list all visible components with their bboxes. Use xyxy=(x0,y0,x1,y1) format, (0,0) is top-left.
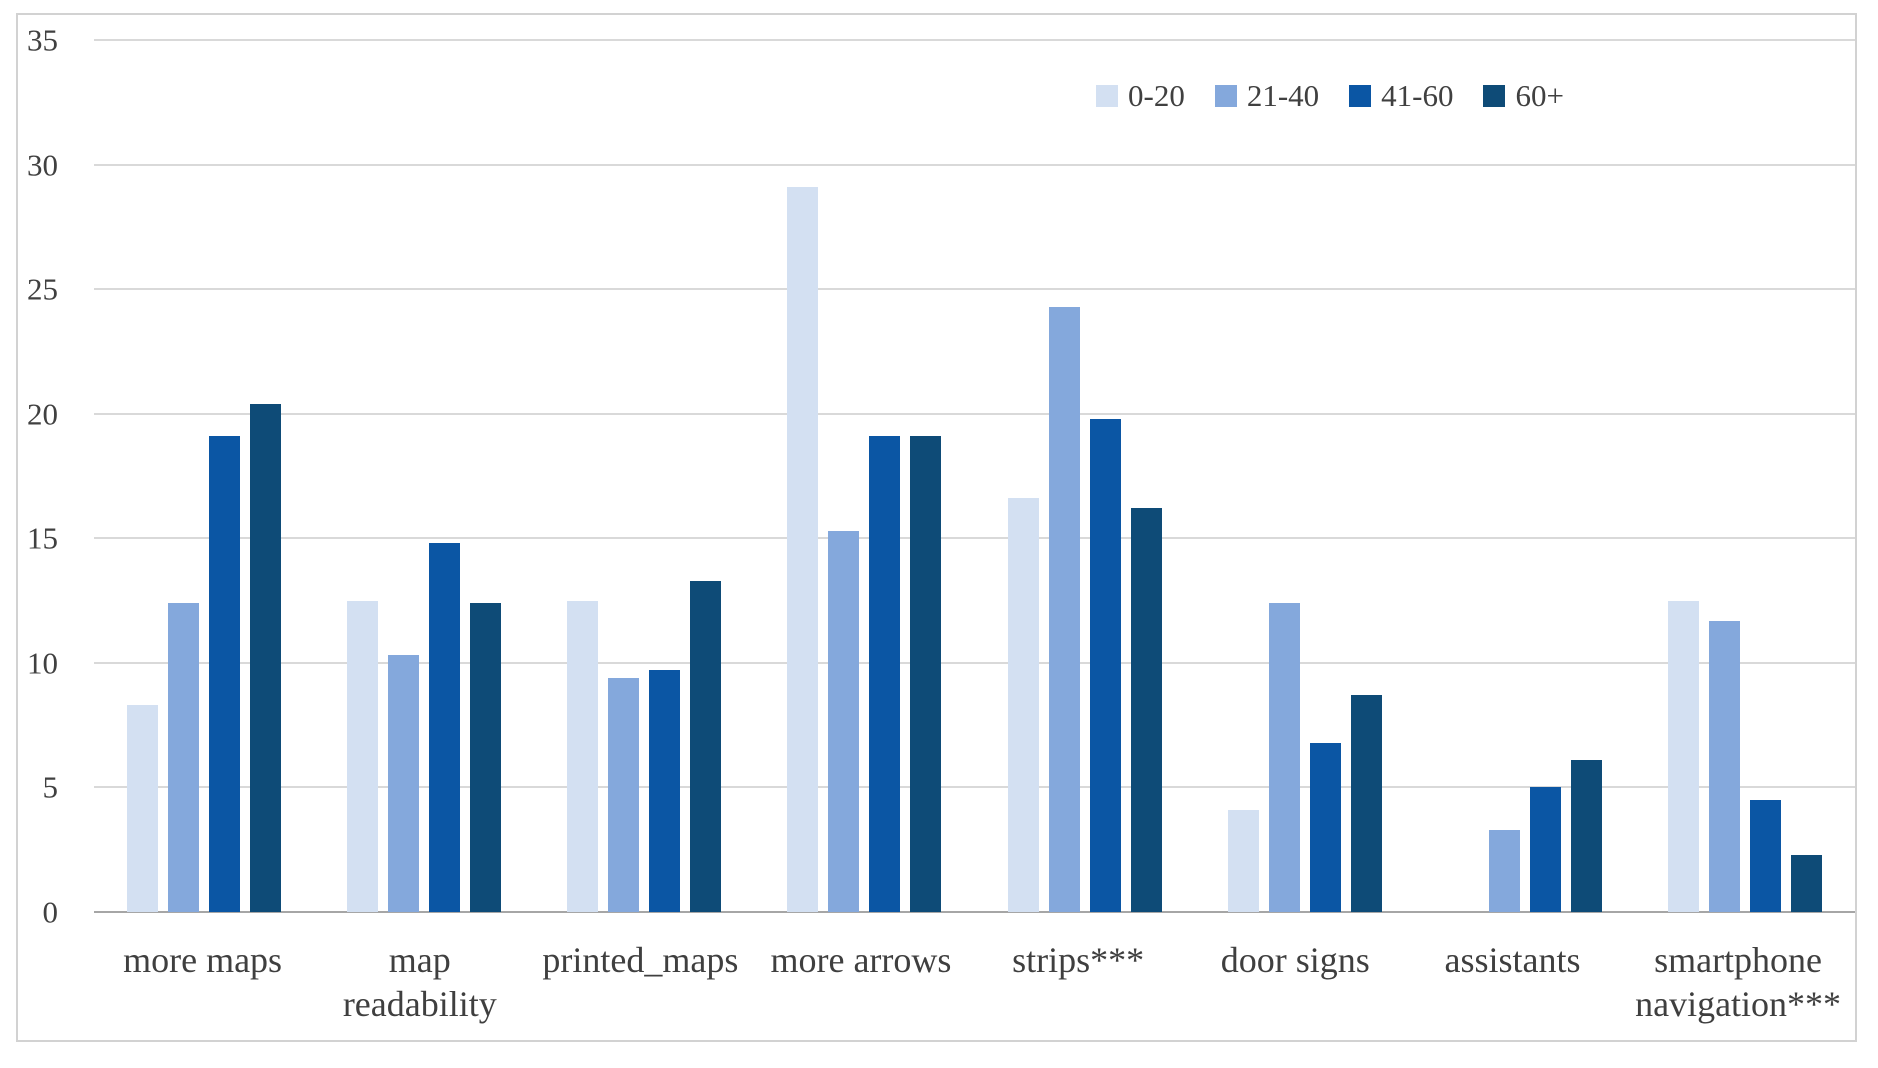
bar-41-60 xyxy=(429,543,461,912)
bar-60+ xyxy=(690,580,722,912)
x-axis-labels: more maps map readability printed_maps more… xyxy=(94,938,1855,1026)
legend-item: 21-40 xyxy=(1214,78,1320,113)
x-axis-category-label: map readability xyxy=(342,940,497,1024)
bar-group xyxy=(1415,40,1635,912)
bar-0-20 xyxy=(127,705,159,912)
plot-area xyxy=(94,39,1855,913)
bar-0-20 xyxy=(1007,498,1039,912)
legend-swatch-icon xyxy=(1096,84,1118,107)
bar-41-60 xyxy=(1089,418,1121,912)
bar-0-20 xyxy=(787,187,819,912)
x-axis-category-label: strips*** xyxy=(1012,940,1145,980)
legend-swatch-icon xyxy=(1214,84,1237,107)
gridline xyxy=(94,39,1855,41)
legend-item: 41-60 xyxy=(1349,80,1453,111)
x-axis-category-label: more arrows xyxy=(770,940,952,980)
bar-41-60 xyxy=(1309,742,1341,912)
gridline xyxy=(94,412,1855,415)
legend-label: 60+ xyxy=(1515,78,1564,113)
bar-41-60 xyxy=(209,436,241,912)
x-axis-line xyxy=(94,911,1855,913)
bar-60+ xyxy=(1570,760,1602,912)
y-tick-label: 15 xyxy=(27,520,58,556)
bar-group xyxy=(534,40,754,912)
legend-swatch-icon xyxy=(1483,84,1506,107)
bar-60+ xyxy=(470,603,502,912)
bar-0-20 xyxy=(347,600,379,912)
legend-label: 41-60 xyxy=(1381,78,1454,113)
bar-21-40 xyxy=(1708,620,1740,912)
legend-swatch-icon xyxy=(1349,84,1372,107)
x-axis-category-label: printed_maps xyxy=(542,940,739,980)
bar-0-20 xyxy=(1667,600,1699,912)
bar-41-60 xyxy=(869,436,901,912)
y-tick-label: 10 xyxy=(27,645,58,681)
bar-41-60 xyxy=(1529,787,1561,912)
bar-60+ xyxy=(1790,854,1822,912)
y-tick-label: 20 xyxy=(27,396,58,432)
x-axis-category-label: more maps xyxy=(123,940,283,980)
bar-41-60 xyxy=(1749,799,1781,912)
bar-0-20 xyxy=(1227,809,1259,912)
gridline xyxy=(94,661,1855,664)
legend: 0-20 21-40 41-60 60+ xyxy=(1096,80,1564,111)
y-tick-label: 25 xyxy=(27,271,58,307)
x-axis-category-label: smartphone navigation*** xyxy=(1635,940,1842,1024)
bar-group xyxy=(94,40,314,912)
gridline xyxy=(94,163,1855,166)
bar-21-40 xyxy=(608,677,640,912)
bar-21-40 xyxy=(168,603,200,912)
bar-groups xyxy=(94,40,1855,912)
bar-21-40 xyxy=(828,530,860,912)
y-tick-label: 35 xyxy=(27,22,58,58)
gridline xyxy=(94,786,1855,789)
bar-41-60 xyxy=(649,670,681,912)
bar-group xyxy=(1195,40,1415,912)
legend-item: 60+ xyxy=(1483,78,1564,113)
gridline xyxy=(94,537,1855,540)
bar-60+ xyxy=(910,436,942,912)
bar-0-20 xyxy=(567,600,599,912)
bar-60+ xyxy=(250,403,282,912)
gridline xyxy=(94,288,1855,291)
x-axis-category-label: door signs xyxy=(1220,940,1370,980)
bar-group xyxy=(754,40,974,912)
x-axis-category-label: assistants xyxy=(1444,940,1581,980)
legend-item: 0-20 xyxy=(1096,80,1185,111)
bar-60+ xyxy=(1130,508,1162,912)
bar-group xyxy=(1635,40,1855,912)
y-tick-label: 5 xyxy=(42,769,59,805)
bar-21-40 xyxy=(1268,603,1300,912)
legend-label: 21-40 xyxy=(1246,78,1320,113)
bar-21-40 xyxy=(388,655,420,912)
bar-group xyxy=(314,40,534,912)
bar-group xyxy=(975,40,1195,912)
bar-21-40 xyxy=(1488,829,1520,912)
y-tick-label: 0 xyxy=(42,894,59,930)
y-tick-label: 30 xyxy=(27,147,58,183)
y-axis: 0 5 10 15 20 25 30 35 xyxy=(0,25,62,928)
bar-60+ xyxy=(1350,695,1382,912)
legend-label: 0-20 xyxy=(1128,78,1185,113)
bar-21-40 xyxy=(1048,306,1080,912)
